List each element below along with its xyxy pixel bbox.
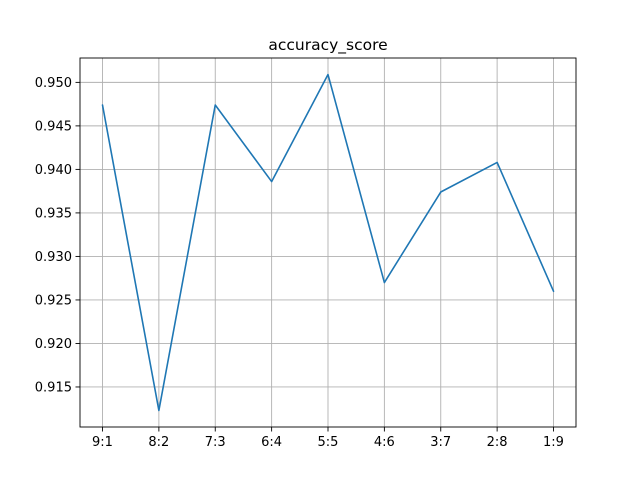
y-tick-label: 0.930 bbox=[35, 250, 72, 265]
x-tick-label: 3:7 bbox=[430, 435, 451, 450]
chart-title: accuracy_score bbox=[268, 36, 387, 55]
x-tick-label: 5:5 bbox=[318, 435, 339, 450]
series-lines bbox=[101, 73, 555, 412]
y-tick-label: 0.920 bbox=[35, 337, 72, 352]
y-tick-label: 0.945 bbox=[35, 119, 72, 134]
x-tick-label: 1:9 bbox=[543, 435, 564, 450]
x-axis-ticks: 9:1 8:2 7:3 6:4 5:5 4:6 3:7 2:8 1:9 bbox=[92, 427, 564, 450]
x-tick-label: 7:3 bbox=[205, 435, 226, 450]
x-tick-label: 9:1 bbox=[92, 435, 113, 450]
y-tick-label: 0.925 bbox=[35, 293, 72, 308]
y-tick-label: 0.940 bbox=[35, 163, 72, 178]
x-tick-label: 8:2 bbox=[148, 435, 169, 450]
plot-frame bbox=[79, 57, 577, 428]
y-tick-label: 0.950 bbox=[35, 76, 72, 91]
y-axis-ticks: 0.915 0.920 0.925 0.930 0.935 0.940 0.945 0.950 bbox=[35, 76, 80, 395]
x-tick-label: 2:8 bbox=[487, 435, 508, 450]
x-tick-label: 4:6 bbox=[374, 435, 395, 450]
x-tick-label: 6:4 bbox=[261, 435, 282, 450]
y-tick-label: 0.935 bbox=[35, 206, 72, 221]
grid-lines bbox=[80, 58, 576, 427]
y-tick-label: 0.915 bbox=[35, 380, 72, 395]
series-line bbox=[101, 73, 555, 412]
